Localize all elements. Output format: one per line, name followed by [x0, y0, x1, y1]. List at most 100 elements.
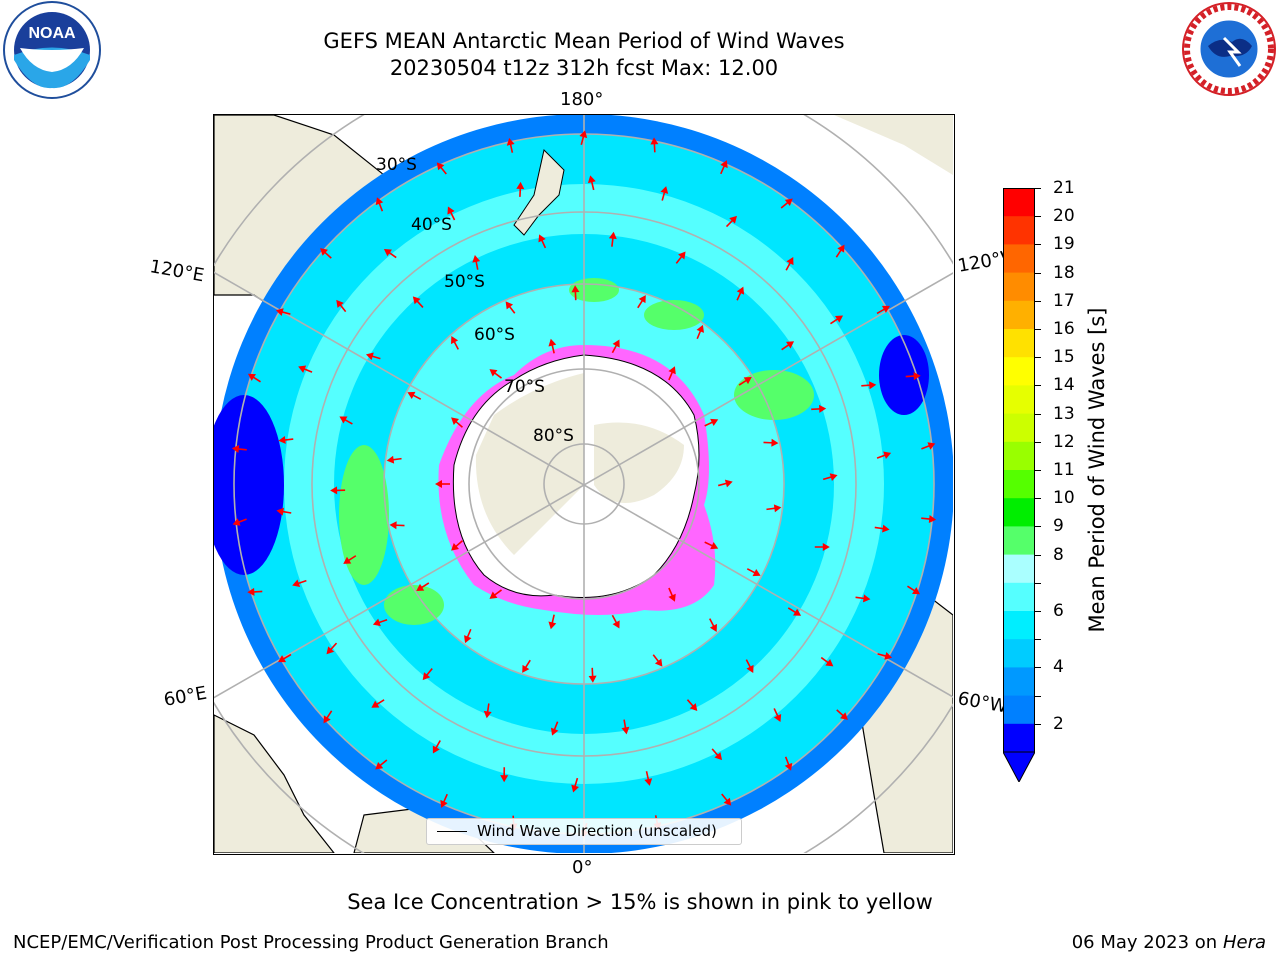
colorbar-segment	[1003, 300, 1035, 330]
dark-patch-east	[879, 335, 929, 415]
colorbar-segment	[1003, 357, 1035, 386]
wind-wave-arrow	[784, 756, 793, 771]
wind-wave-arrow	[611, 614, 620, 629]
wind-wave-arrow	[773, 708, 782, 723]
colorbar-tick-mark	[1035, 695, 1041, 697]
wind-wave-arrow	[907, 585, 921, 595]
colorbar-tick-label: 8	[1053, 544, 1064, 565]
colorbar-tick-label: 12	[1053, 431, 1075, 452]
colorbar-segment	[1003, 723, 1035, 753]
colorbar-tick-label: 14	[1053, 375, 1075, 396]
antarctica-interior	[475, 373, 584, 555]
map-panel: 30°S 40°S 50°S 60°S 70°S 80°S	[213, 114, 955, 855]
wind-wave-arrow	[709, 618, 717, 632]
wind-wave-arrow	[435, 480, 450, 488]
colorbar-tick-mark	[1035, 723, 1041, 725]
wind-wave-arrow	[323, 710, 333, 724]
wind-wave-arrow	[861, 381, 877, 390]
wind-wave-arrow	[365, 352, 381, 361]
colorbar-tick-mark	[1035, 385, 1041, 387]
longitude-label-60e: 60°E	[162, 682, 209, 711]
wind-wave-arrow	[660, 186, 669, 201]
wind-wave-arrow	[386, 455, 402, 464]
green-patch-2	[734, 370, 814, 420]
green-patch-3	[384, 585, 444, 625]
wind-wave-arrow	[336, 299, 347, 313]
wind-wave-arrow	[232, 518, 247, 526]
wind-wave-arrow	[412, 296, 424, 308]
wind-wave-arrow	[451, 336, 459, 350]
wind-wave-arrow	[836, 709, 848, 720]
noaa-logo-text: NOAA	[28, 25, 76, 42]
wind-wave-arrow	[644, 771, 653, 786]
wind-wave-arrow	[588, 667, 597, 683]
wind-wave-arrow	[830, 315, 844, 325]
wind-wave-arrow	[451, 417, 463, 428]
colorbar-tick-mark	[1035, 582, 1041, 584]
wind-wave-arrow	[921, 515, 937, 523]
footer-date: 06 May 2023 on Hera	[1072, 932, 1266, 953]
polar-map: 30°S 40°S 50°S 60°S 70°S 80°S	[214, 115, 953, 853]
colorbar-segment	[1003, 639, 1035, 668]
graticule	[214, 115, 953, 853]
wind-wave-arrow	[725, 215, 737, 228]
wind-wave-arrow	[738, 376, 752, 386]
wind-wave-arrow	[650, 137, 659, 153]
wind-wave-arrow	[407, 391, 422, 400]
colorbar-tick-mark	[1035, 244, 1041, 246]
wind-wave-arrow	[781, 341, 795, 351]
wind-wave-arrow	[717, 479, 733, 488]
colorbar-tick-mark	[1035, 554, 1041, 556]
wind-wave-arrow	[745, 659, 754, 673]
wind-wave-arrow	[339, 416, 353, 425]
colorbar-tick-mark	[1035, 667, 1041, 669]
dark-patch-west	[214, 395, 284, 575]
colorbar-segment	[1003, 188, 1035, 217]
wind-wave-arrow	[375, 197, 384, 212]
colorbar-tick-label: 11	[1053, 460, 1075, 480]
colorbar-segment	[1003, 667, 1035, 697]
noaa-logo: NOAA	[2, 0, 102, 100]
colorbar-tick-mark	[1035, 470, 1041, 471]
colorbar-tick-mark	[1035, 611, 1041, 612]
wind-wave-arrow	[422, 668, 433, 681]
colorbar-tick-mark	[1035, 300, 1041, 302]
wind-wave-arrow	[822, 473, 838, 481]
wind-wave-arrow	[247, 373, 261, 383]
wind-wave-arrow	[326, 642, 338, 655]
wind-wave-arrow	[298, 365, 313, 373]
wind-wave-arrow	[711, 748, 723, 761]
wind-wave-arrow	[611, 339, 620, 354]
wind-wave-arrow	[608, 231, 617, 247]
legend-label: Wind Wave Direction (unscaled)	[477, 822, 717, 840]
colorbar-tick-mark	[1035, 498, 1041, 500]
wind-wave-arrow	[275, 308, 291, 316]
wind-wave-arrow	[668, 587, 676, 602]
wind-wave-arrow	[330, 486, 346, 495]
colorbar-segment	[1003, 470, 1035, 499]
wind-wave-arrow	[247, 587, 263, 596]
wind-wave-arrow	[548, 614, 557, 630]
wind-wave-arrow	[811, 404, 827, 413]
colorbar-tick-mark	[1035, 441, 1041, 443]
wind-wave-arrow	[372, 618, 388, 627]
wind-wave-arrow	[500, 767, 509, 783]
colorbar-tick-label: 20	[1053, 206, 1075, 227]
wind-wave-arrow	[621, 719, 630, 735]
wind-wave-arrow	[876, 305, 890, 315]
longitude-label-0: 0°	[572, 857, 593, 878]
colorbar-tick-mark	[1035, 639, 1041, 641]
colorbar-tick-mark	[1035, 413, 1041, 415]
wind-wave-arrow	[550, 721, 559, 736]
footer-credit: NCEP/EMC/Verification Post Processing Pr…	[13, 932, 609, 953]
wind-wave-arrow	[720, 160, 728, 175]
antarctica-interior-2	[594, 422, 684, 503]
colorbar-tick-label: 21	[1053, 178, 1075, 198]
wind-wave-arrow	[579, 130, 588, 146]
wind-wave-arrow	[905, 372, 921, 381]
wind-wave-arrow	[766, 504, 782, 513]
sea-ice-note: Sea Ice Concentration > 15% is shown in …	[347, 890, 933, 914]
wind-wave-arrow	[447, 206, 456, 221]
wind-wave-arrow	[571, 285, 580, 301]
lat-label-60: 60°S	[474, 325, 515, 345]
